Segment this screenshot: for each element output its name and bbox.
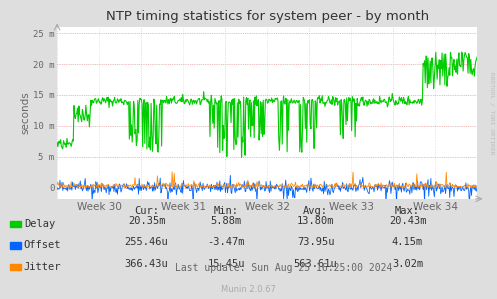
Text: Delay: Delay xyxy=(24,219,55,229)
Text: 5.88m: 5.88m xyxy=(211,216,242,226)
Y-axis label: seconds: seconds xyxy=(20,91,30,134)
Text: 20.43m: 20.43m xyxy=(389,216,426,226)
Text: 255.46u: 255.46u xyxy=(125,237,168,248)
Text: Min:: Min: xyxy=(214,206,239,216)
Text: Offset: Offset xyxy=(24,240,61,251)
Text: 15.45u: 15.45u xyxy=(207,259,245,269)
Text: 73.95u: 73.95u xyxy=(297,237,334,248)
Text: Last update: Sun Aug 25 16:25:00 2024: Last update: Sun Aug 25 16:25:00 2024 xyxy=(174,263,392,274)
Text: 13.80m: 13.80m xyxy=(297,216,334,226)
Text: Avg:: Avg: xyxy=(303,206,328,216)
Text: 366.43u: 366.43u xyxy=(125,259,168,269)
Text: RRDTOOL / TOBI OETIKER: RRDTOOL / TOBI OETIKER xyxy=(490,72,495,155)
Text: 563.61u: 563.61u xyxy=(294,259,337,269)
Title: NTP timing statistics for system peer - by month: NTP timing statistics for system peer - … xyxy=(105,10,429,23)
Text: Max:: Max: xyxy=(395,206,420,216)
Text: Cur:: Cur: xyxy=(134,206,159,216)
Text: 4.15m: 4.15m xyxy=(392,237,423,248)
Text: Munin 2.0.67: Munin 2.0.67 xyxy=(221,286,276,295)
Text: -3.47m: -3.47m xyxy=(207,237,245,248)
Text: 3.02m: 3.02m xyxy=(392,259,423,269)
Text: Jitter: Jitter xyxy=(24,262,61,272)
Text: 20.35m: 20.35m xyxy=(128,216,166,226)
